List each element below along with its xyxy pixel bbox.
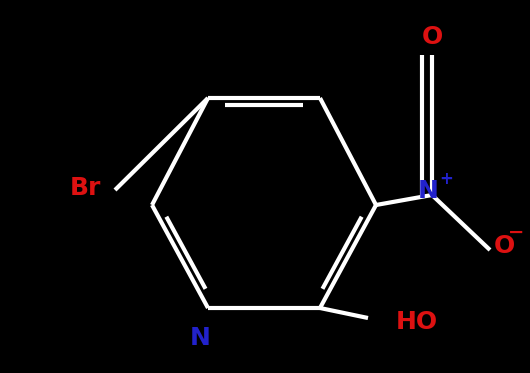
Text: O: O [421, 25, 443, 49]
Text: +: + [439, 170, 453, 188]
Text: HO: HO [396, 310, 438, 334]
Text: Br: Br [70, 176, 101, 200]
Text: N: N [190, 326, 210, 350]
Text: N: N [418, 179, 438, 203]
Text: −: − [508, 223, 524, 241]
Text: O: O [494, 234, 515, 258]
